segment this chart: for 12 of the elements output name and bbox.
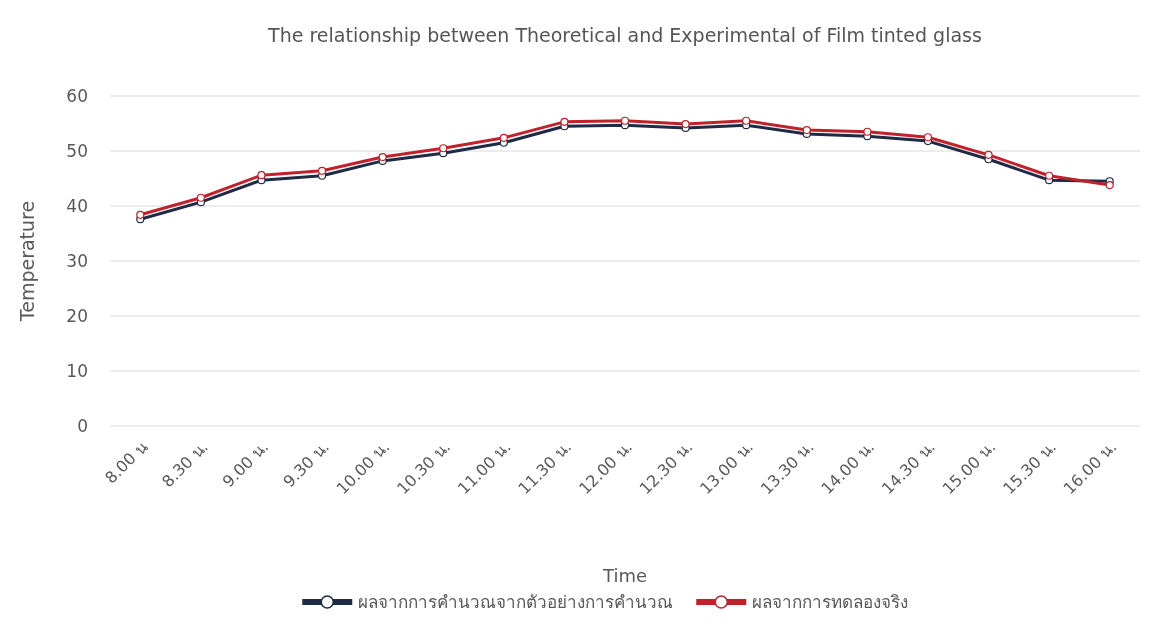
y-tick-label: 50 [66, 141, 88, 161]
legend-label: ผลจากการทดลองจริง [752, 592, 909, 612]
y-tick-label: 20 [66, 306, 88, 326]
y-tick-label: 30 [66, 251, 88, 271]
chart-title: The relationship between Theoretical and Experimental of Film tinted glass [267, 24, 982, 46]
y-tick-label: 40 [66, 196, 88, 216]
y-axis-title: Temperature [16, 200, 38, 323]
x-axis-title: Time [601, 565, 648, 586]
y-tick-label: 60 [66, 86, 88, 106]
y-tick-label: 10 [66, 361, 88, 381]
legend-label: ผลจากการคำนวณจากตัวอย่างการคำนวณ [358, 592, 674, 612]
y-tick-label: 0 [77, 416, 88, 436]
